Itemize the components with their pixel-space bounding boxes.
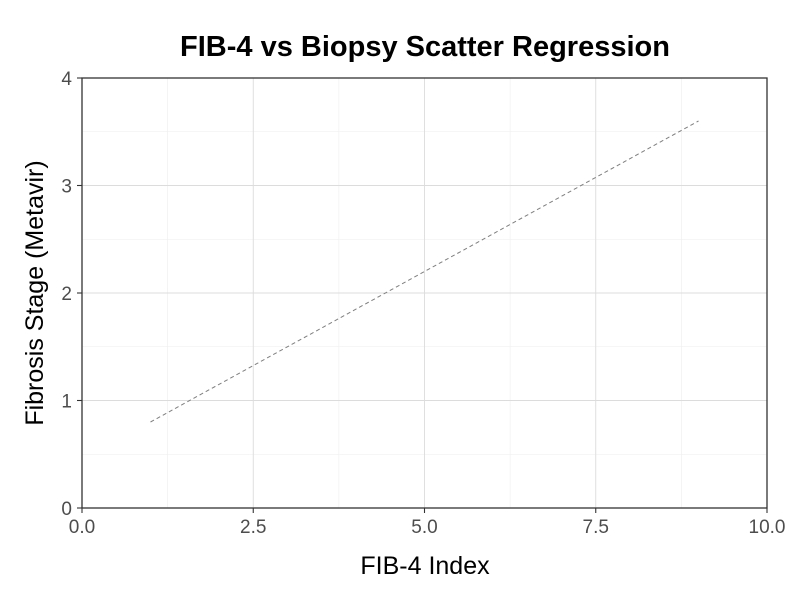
- y-tick-label: 0: [61, 499, 72, 520]
- y-tick-label: 1: [61, 392, 72, 413]
- x-tick-label: 10.0: [749, 517, 786, 538]
- y-axis-title: Fibrosis Stage (Metavir): [21, 160, 49, 425]
- y-tick-label: 3: [61, 177, 72, 198]
- regression-line: [150, 120, 699, 423]
- x-tick-label: 2.5: [240, 517, 266, 538]
- x-tick-label: 5.0: [411, 517, 437, 538]
- x-tick-label: 0.0: [69, 517, 95, 538]
- y-tick-label: 2: [61, 284, 72, 305]
- series-layer: [150, 120, 699, 423]
- x-tick-label: 7.5: [583, 517, 609, 538]
- x-axis-title: FIB-4 Index: [360, 552, 490, 580]
- chart-title: FIB-4 vs Biopsy Scatter Regression: [180, 31, 670, 63]
- axis-ticks: 0.0 2.5 5.0 7.5 10.0 0 1 2 3 4: [61, 69, 785, 538]
- y-tick-label: 4: [61, 69, 72, 90]
- grid: [81, 77, 768, 509]
